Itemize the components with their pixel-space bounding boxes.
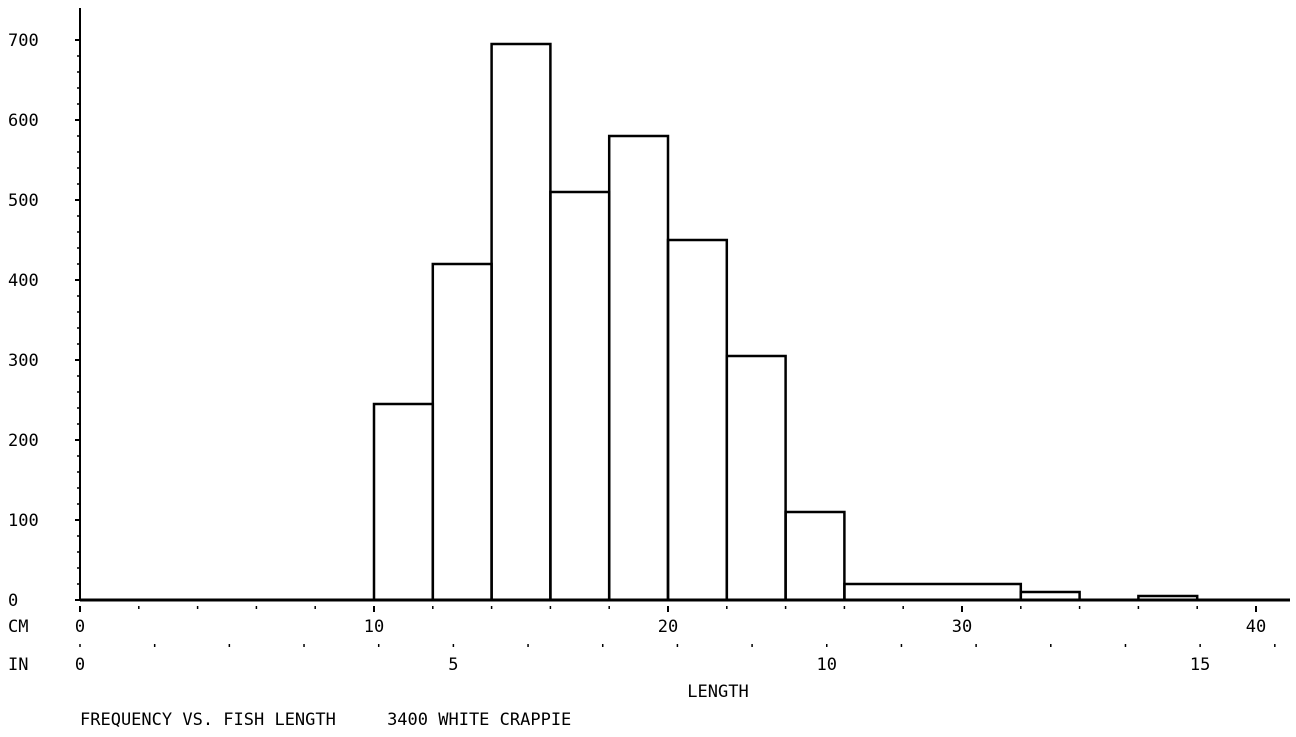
y-tick-label: 700: [8, 31, 39, 51]
y-tick-label: 100: [8, 511, 39, 531]
x-cm-tick-label: 40: [1246, 617, 1266, 637]
x-in-tick-label: 5: [448, 655, 458, 675]
y-tick-label: 500: [8, 191, 39, 211]
y-tick-label: 600: [8, 111, 39, 131]
histogram-bar: [666, 238, 729, 600]
x-in-tick-label: 0: [75, 655, 85, 675]
x-cm-tick-label: 10: [364, 617, 384, 637]
y-tick-label: 200: [8, 431, 39, 451]
x-unit-secondary-label: IN: [8, 655, 28, 675]
y-tick-label: 300: [8, 351, 39, 371]
histogram-bar: [843, 582, 1023, 600]
histogram-bars: [372, 42, 1199, 600]
x-axis: 0 10 20 30 40 0 5 10 15: [75, 598, 1290, 675]
x-axis-label: LENGTH: [687, 682, 748, 702]
caption-spacer: [336, 710, 387, 730]
chart-title: FREQUENCY VS. FISH LENGTH: [80, 710, 336, 730]
x-cm-tick-label: 0: [75, 617, 85, 637]
histogram-bar: [1137, 594, 1199, 600]
histogram-bar: [1019, 590, 1081, 600]
y-tick-label: 0: [8, 591, 18, 611]
y-tick-label: 400: [8, 271, 39, 291]
y-axis: 0 100 200 300 400 500 600 700: [8, 8, 81, 611]
x-cm-tick-label: 20: [658, 617, 678, 637]
histogram-bar: [607, 134, 670, 600]
x-in-tick-label: 15: [1190, 655, 1210, 675]
histogram-bar: [431, 262, 493, 600]
histogram-bar: [725, 354, 787, 600]
histogram-bar: [549, 190, 611, 600]
histogram-bar: [372, 402, 435, 600]
chart-subtitle: 3400 WHITE CRAPPIE: [387, 710, 572, 730]
x-unit-primary-label: CM: [8, 617, 28, 637]
chart-caption: FREQUENCY VS. FISH LENGTH 3400 WHITE CRA…: [80, 710, 571, 730]
histogram-bar: [490, 42, 552, 600]
histogram-bar: [784, 510, 846, 600]
x-in-tick-label: 10: [817, 655, 837, 675]
x-cm-tick-label: 30: [952, 617, 972, 637]
